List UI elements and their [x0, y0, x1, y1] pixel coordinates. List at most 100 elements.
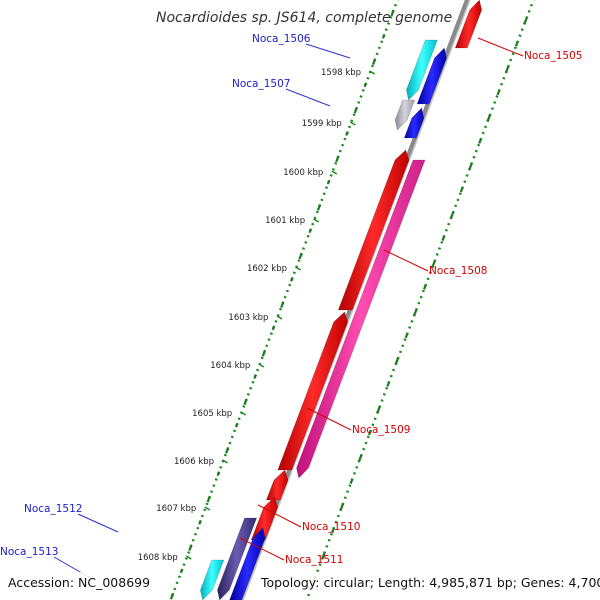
kbp-tick-mark — [331, 170, 338, 175]
gene-label-right: Noca_1510 — [302, 521, 360, 533]
gene-label-right: Noca_1505 — [524, 50, 582, 62]
inner-tick — [335, 155, 340, 163]
inner-tick — [326, 179, 331, 185]
gene-noca-1507-partner — [403, 107, 425, 139]
inner-tick — [381, 33, 386, 39]
right-leader-line — [306, 407, 352, 431]
inner-tick — [390, 9, 395, 17]
gene-noca-1510 — [265, 469, 289, 501]
outer-tick — [449, 212, 455, 219]
inner-tick — [243, 398, 248, 406]
kbp-tick-mark — [258, 363, 265, 368]
outer-tick — [413, 309, 418, 316]
kbp-tick-label: 1600 kbp — [283, 168, 323, 178]
inner-tick — [308, 228, 313, 234]
outer-tick — [496, 90, 501, 96]
gene-noca-1512 — [217, 517, 258, 600]
outer-tick — [367, 430, 372, 436]
right-leader-line — [383, 249, 429, 272]
kbp-tick-mark — [369, 70, 375, 75]
outer-tick — [358, 455, 363, 462]
inner-tick — [290, 276, 294, 282]
outer-tick — [486, 114, 491, 122]
gene-label-right: Noca_1508 — [429, 265, 487, 277]
inner-tick — [253, 374, 257, 379]
gene-noca-1508-a — [337, 149, 410, 311]
outer-dotted-ring — [305, 0, 535, 600]
gene-label-left: Noca_1507 — [232, 78, 290, 90]
kbp-tick-label: 1608 kbp — [138, 553, 178, 563]
inner-tick — [188, 544, 193, 551]
gene-noca-1505 — [454, 0, 483, 49]
inner-tick — [179, 568, 184, 574]
kbp-tick-mark — [295, 266, 301, 271]
inner-tick — [225, 447, 230, 454]
inner-tick — [316, 204, 322, 211]
inner-tick — [371, 58, 377, 65]
outer-tick — [468, 163, 473, 171]
outer-tick — [423, 284, 427, 290]
gene-label-left: Noca_1506 — [252, 33, 311, 45]
kbp-tick-label: 1602 kbp — [247, 264, 287, 274]
gene-label-left: Noca_1513 — [0, 546, 58, 558]
kbp-tick-mark — [276, 315, 283, 320]
kbp-tick-label: 1606 kbp — [174, 457, 214, 467]
left-leader-line — [305, 43, 351, 59]
outer-tick — [339, 503, 344, 511]
kbp-tick-label: 1601 kbp — [265, 216, 305, 226]
outer-tick — [404, 333, 409, 339]
gene-noca-1513 — [200, 559, 225, 600]
outer-tick — [514, 41, 519, 47]
outer-tick — [459, 187, 464, 193]
kbp-tick-label: 1604 kbp — [210, 361, 250, 371]
map-title: Nocardioides sp. JS614, complete genome — [156, 10, 452, 26]
gene-label-right: Noca_1509 — [352, 424, 410, 436]
inner-tick — [169, 592, 175, 600]
left-leader-line — [285, 88, 331, 107]
topology-text: Topology: circular; Length: 4,985,871 bp… — [260, 575, 600, 590]
gene-noca-1506 — [406, 39, 438, 101]
inner-tick — [261, 349, 267, 357]
kbp-tick-label: 1603 kbp — [228, 313, 268, 323]
right-leader-line — [477, 37, 524, 57]
kbp-tick-label: 1599 kbp — [302, 119, 342, 129]
inner-tick — [298, 252, 303, 260]
inner-tick — [345, 131, 349, 136]
outer-tick — [349, 479, 354, 485]
inner-tick — [353, 106, 358, 114]
accession-text: Accession: NC_008699 — [8, 575, 150, 590]
gene-noca-1509 — [296, 159, 426, 479]
kbp-tick-mark — [240, 411, 247, 416]
outer-tick — [478, 139, 482, 144]
kbp-tick-label: 1607 kbp — [156, 504, 196, 514]
inner-tick — [206, 495, 211, 503]
kbp-tick-mark — [313, 218, 320, 223]
outer-tick — [431, 260, 436, 268]
outer-tick — [441, 236, 445, 242]
outer-tick — [523, 17, 528, 25]
gene-noca-1507 — [394, 99, 416, 131]
accession-background — [0, 572, 152, 594]
gene-label-right: Noca_1511 — [285, 554, 343, 566]
kbp-tick-mark — [204, 506, 211, 511]
left-leader-line — [77, 513, 119, 533]
gene-label-left: Noca_1512 — [24, 503, 82, 515]
right-leader-line — [257, 504, 302, 528]
inner-tick — [363, 82, 368, 88]
right-leader-line — [239, 537, 285, 561]
kbp-tick-mark — [222, 459, 228, 464]
topology-background — [254, 572, 600, 594]
outer-tick — [321, 552, 326, 559]
kbp-tick-mark — [185, 555, 192, 560]
outer-tick — [394, 357, 400, 365]
inner-tick — [280, 301, 285, 308]
gene-noca-1506-partner — [416, 47, 447, 105]
inner-tick — [198, 519, 202, 525]
outer-tick — [376, 406, 381, 414]
inner-tick — [271, 325, 276, 331]
outer-tick — [331, 527, 335, 533]
outer-tick — [386, 382, 390, 387]
backbone-highlight — [242, 0, 471, 600]
outer-tick — [504, 66, 510, 73]
